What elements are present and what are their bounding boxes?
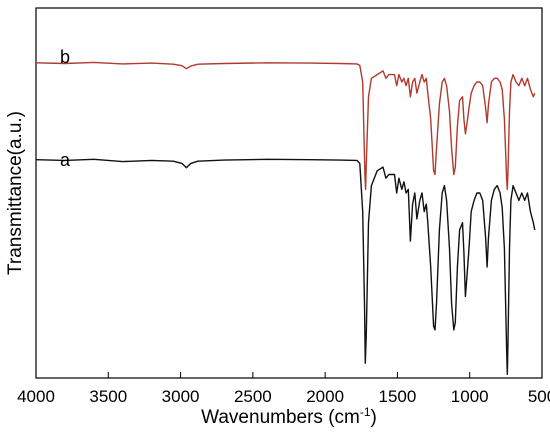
x-axis-title-close: ) [371, 407, 377, 428]
y-axis-title: Transmittance(a.u.) [5, 111, 26, 275]
x-axis-title-text: Wavenumbers (cm [201, 407, 360, 428]
x-axis-ticks: 4000 3500 3000 2500 2000 1500 1000 500 [17, 372, 550, 406]
x-tick-label: 3000 [162, 387, 200, 406]
x-tick-label: 2500 [234, 387, 272, 406]
x-tick-label: 3500 [89, 387, 127, 406]
x-tick-label: 2000 [306, 387, 344, 406]
x-axis-title-sup: -1 [360, 405, 371, 419]
series-label-a: a [60, 150, 71, 170]
x-tick-label: 1000 [451, 387, 489, 406]
series-line-a [35, 158, 536, 375]
x-tick-label: 4000 [17, 387, 55, 406]
series-layer [35, 61, 536, 375]
series-label-b: b [60, 47, 70, 67]
x-tick-label: 1500 [379, 387, 417, 406]
x-tick-label: 500 [528, 387, 550, 406]
plot-frame [35, 7, 543, 379]
series-line-b [35, 61, 536, 190]
x-axis-title: Wavenumbers (cm-1) [201, 405, 377, 428]
